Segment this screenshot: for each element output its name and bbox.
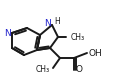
Text: N: N xyxy=(4,28,11,38)
Text: O: O xyxy=(75,66,82,74)
Text: OH: OH xyxy=(88,48,102,58)
Text: H: H xyxy=(54,16,59,26)
Text: N: N xyxy=(44,18,51,28)
Text: CH₃: CH₃ xyxy=(36,64,50,74)
Text: CH₃: CH₃ xyxy=(70,32,84,42)
